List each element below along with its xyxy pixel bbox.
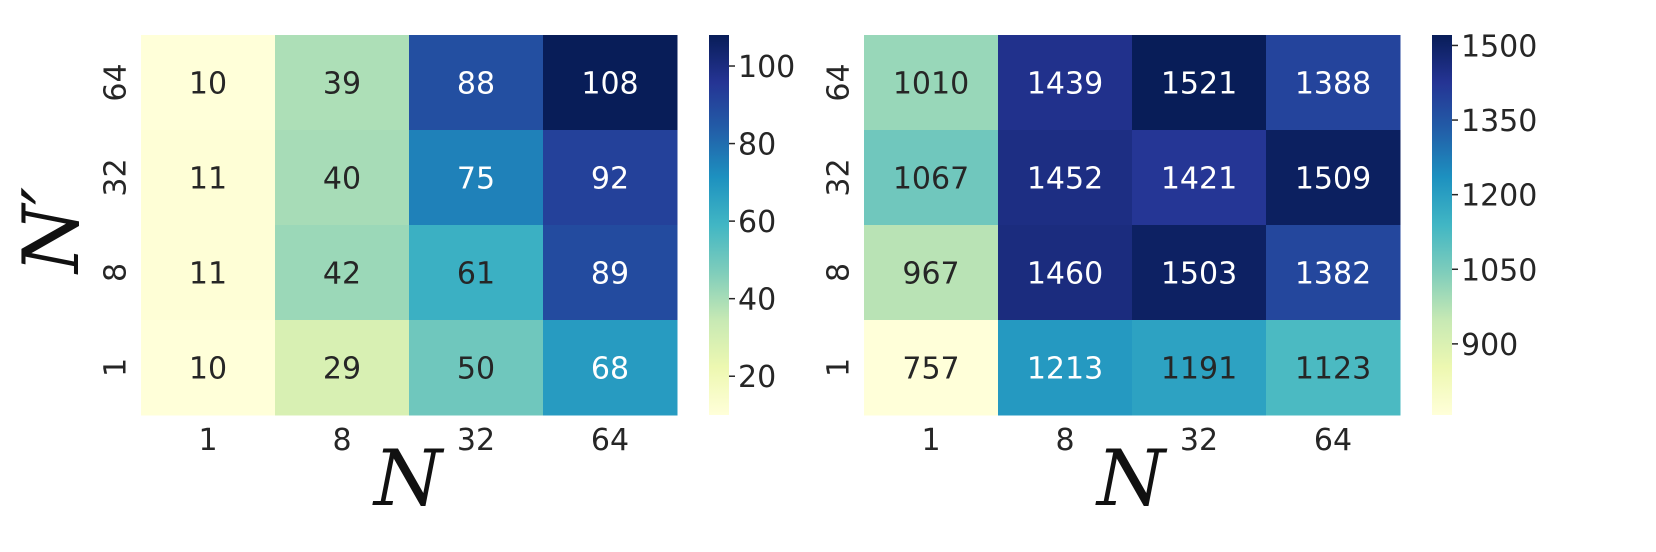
cell-value-label: 1388	[1295, 67, 1371, 102]
heatmap-cell	[409, 225, 544, 321]
colorbar-tick-label: 1200	[1461, 179, 1537, 214]
cell-value-label: 29	[323, 352, 361, 387]
cell-value-label: 1521	[1161, 67, 1237, 102]
cell-value-label: 1123	[1295, 352, 1371, 387]
heatmap-cell	[1266, 35, 1401, 131]
x-tick-label: 32	[1180, 423, 1218, 458]
heatmap-cell	[275, 225, 410, 321]
heatmap-cell	[141, 320, 276, 416]
cell-value-label: 1010	[893, 67, 969, 102]
heatmap-panel-left: 10 39 88 108 11 40 75 92 11 42 61 89 10 29 50 68 1 8 32 64 6…	[7, 35, 795, 524]
heatmap-cell	[275, 35, 410, 131]
colorbar-tick-label: 100	[738, 50, 795, 85]
heatmap-cell	[543, 225, 678, 321]
y-tick-label: 1	[99, 358, 134, 377]
heatmap-cell	[998, 35, 1133, 131]
cell-value-label: 88	[457, 67, 495, 102]
heatmap-cell	[543, 320, 678, 416]
cell-value-label: 757	[902, 352, 959, 387]
y-axis-label: N′	[7, 187, 97, 275]
heatmap-cell	[998, 225, 1133, 321]
heatmap-cell	[998, 130, 1133, 226]
cell-value-label: 1382	[1295, 257, 1371, 292]
y-tick-label: 8	[822, 263, 857, 282]
cell-value-label: 42	[323, 257, 361, 292]
heatmap-cell	[1266, 320, 1401, 416]
cell-value-label: 1439	[1027, 67, 1103, 102]
heatmap-cell	[1132, 35, 1267, 131]
heatmap-cell	[141, 225, 276, 321]
cell-value-label: 1421	[1161, 162, 1237, 197]
heatmap-cell	[1132, 225, 1267, 321]
heatmap-cell	[1266, 225, 1401, 321]
heatmap-cell	[409, 320, 544, 416]
colorbar	[1432, 35, 1452, 415]
x-axis-label: N	[372, 434, 445, 524]
y-tick-label: 1	[822, 358, 857, 377]
y-tick-label: 64	[822, 63, 857, 101]
x-axis-label: N	[1095, 434, 1168, 524]
heatmap-cell	[864, 320, 999, 416]
y-tick-label: 8	[99, 263, 134, 282]
x-tick-label: 32	[457, 423, 495, 458]
heatmap-cell	[864, 225, 999, 321]
colorbar-tick-label: 1350	[1461, 104, 1537, 139]
cell-value-label: 1067	[893, 162, 969, 197]
y-tick-label: 32	[822, 158, 857, 196]
x-tick-label: 1	[198, 423, 217, 458]
heatmap-cell	[1132, 130, 1267, 226]
cell-value-label: 89	[591, 257, 629, 292]
x-tick-label: 1	[921, 423, 940, 458]
heatmap-cell	[1266, 130, 1401, 226]
cell-value-label: 40	[323, 162, 361, 197]
cell-value-label: 1503	[1161, 257, 1237, 292]
heatmap-cell	[275, 130, 410, 226]
heatmap-cell	[141, 35, 276, 131]
heatmap-cell	[998, 320, 1133, 416]
cell-value-label: 61	[457, 257, 495, 292]
cell-value-label: 1509	[1295, 162, 1371, 197]
cell-value-label: 39	[323, 67, 361, 102]
cell-value-label: 10	[189, 352, 227, 387]
cell-value-label: 1213	[1027, 352, 1103, 387]
cell-value-label: 11	[189, 162, 227, 197]
cell-value-label: 92	[591, 162, 629, 197]
cell-value-label: 1452	[1027, 162, 1103, 197]
heatmap-cell	[543, 35, 678, 131]
colorbar-tick-label: 900	[1461, 328, 1518, 363]
colorbar-tick-label: 20	[738, 360, 776, 395]
x-tick-label: 8	[1055, 423, 1074, 458]
heatmap-cell	[1132, 320, 1267, 416]
x-tick-label: 64	[591, 423, 629, 458]
heatmap-cell	[409, 35, 544, 131]
cell-value-label: 68	[591, 352, 629, 387]
colorbar-tick-label: 60	[738, 205, 776, 240]
heatmap-panel-right: 1010 1439 1521 1388 1067 1452 1421 1509 967 1460 1…	[822, 29, 1538, 524]
heatmap-cell	[864, 35, 999, 131]
y-tick-label: 64	[99, 63, 134, 101]
heatmap-cell	[543, 130, 678, 226]
cell-value-label: 1460	[1027, 257, 1103, 292]
heatmap-cell	[409, 130, 544, 226]
colorbar-tick-label: 1050	[1461, 253, 1537, 288]
y-tick-label: 32	[99, 158, 134, 196]
x-tick-label: 8	[332, 423, 351, 458]
cell-value-label: 967	[902, 257, 959, 292]
x-tick-label: 64	[1314, 423, 1352, 458]
heatmap-cell	[141, 130, 276, 226]
cell-value-label: 75	[457, 162, 495, 197]
colorbar-tick-label: 1500	[1461, 29, 1537, 64]
cell-value-label: 10	[189, 67, 227, 102]
cell-value-label: 108	[581, 67, 638, 102]
heatmap-cell	[275, 320, 410, 416]
cell-value-label: 11	[189, 257, 227, 292]
colorbar	[709, 35, 729, 415]
cell-value-label: 1191	[1161, 352, 1237, 387]
cell-value-label: 50	[457, 352, 495, 387]
colorbar-tick-label: 80	[738, 128, 776, 163]
colorbar-tick-label: 40	[738, 283, 776, 318]
heatmap-cell	[864, 130, 999, 226]
